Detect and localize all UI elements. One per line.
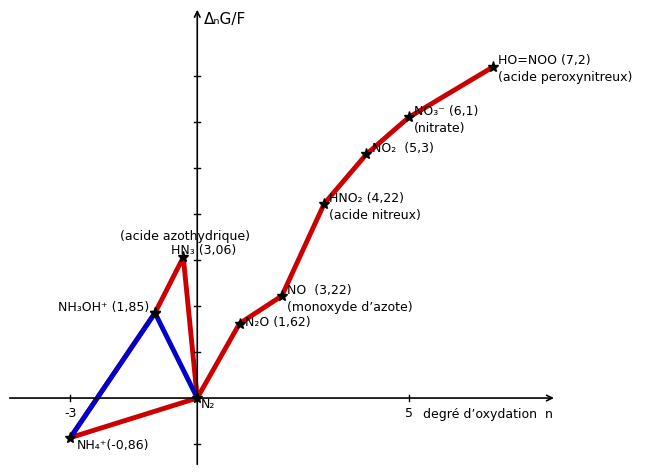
Text: N₂: N₂ bbox=[201, 398, 215, 411]
Text: HNO₂ (4,22): HNO₂ (4,22) bbox=[329, 191, 404, 205]
Text: (acide peroxynitreux): (acide peroxynitreux) bbox=[499, 72, 633, 84]
Text: HO=NOO (7,2): HO=NOO (7,2) bbox=[499, 55, 591, 67]
Text: -3: -3 bbox=[64, 407, 77, 420]
Text: (nitrate): (nitrate) bbox=[414, 122, 465, 135]
Text: 5: 5 bbox=[404, 407, 413, 420]
Text: (acide nitreux): (acide nitreux) bbox=[329, 209, 421, 222]
Text: NH₄⁺(-0,86): NH₄⁺(-0,86) bbox=[77, 439, 149, 452]
Text: NO  (3,22): NO (3,22) bbox=[287, 283, 352, 297]
Text: N₂O (1,62): N₂O (1,62) bbox=[244, 316, 310, 329]
Text: NH₃OH⁺ (1,85): NH₃OH⁺ (1,85) bbox=[57, 301, 149, 314]
Text: degré d’oxydation  n: degré d’oxydation n bbox=[422, 408, 553, 421]
Text: NO₃⁻ (6,1): NO₃⁻ (6,1) bbox=[414, 105, 478, 118]
Text: HN₃ (3,06): HN₃ (3,06) bbox=[171, 244, 236, 256]
Text: (acide azothydrique): (acide azothydrique) bbox=[120, 230, 250, 243]
Text: NO₂  (5,3): NO₂ (5,3) bbox=[372, 142, 433, 155]
Text: ΔₙG/F: ΔₙG/F bbox=[204, 11, 246, 27]
Text: (monoxyde d’azote): (monoxyde d’azote) bbox=[287, 301, 413, 314]
